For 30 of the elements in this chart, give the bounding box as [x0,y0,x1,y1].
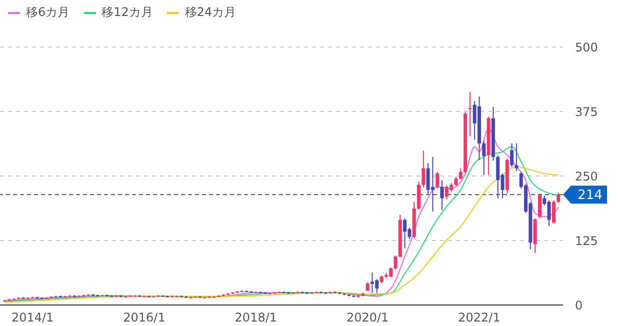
ref-line-label: 214 [578,188,602,204]
candlestick [514,142,518,172]
y-tick-label: 375 [575,104,598,119]
candlestick [436,171,440,189]
candlestick [422,150,426,188]
x-tick-label: 2016/1 [123,310,166,325]
x-tick-label: 2018/1 [234,310,278,325]
x-tick-label: 2022/1 [458,310,500,325]
candlestick [458,168,462,180]
candlestick [556,192,560,204]
candlestick [510,142,514,168]
y-tick-label: 0 [575,298,583,312]
candlestick [482,140,486,176]
candlestick [468,91,472,137]
candlestick [440,180,444,211]
y-tick-label: 250 [575,169,598,184]
candlestick [403,218,407,249]
y-tick-label: 125 [575,234,598,248]
y-tick-label: 500 [575,40,598,54]
x-tick-label: 2020/1 [346,310,389,325]
candlestick [394,254,398,270]
candlestick [430,156,434,212]
legend-label: 移6カ月 [26,4,70,21]
legend-label: 移12カ月 [102,4,153,21]
candlestick [454,176,458,187]
candlestick [552,200,556,224]
candlestick [417,181,421,210]
legend-label: 移24カ月 [184,4,236,21]
candlestick [538,193,542,219]
x-tick-label: 2014/1 [11,310,54,325]
